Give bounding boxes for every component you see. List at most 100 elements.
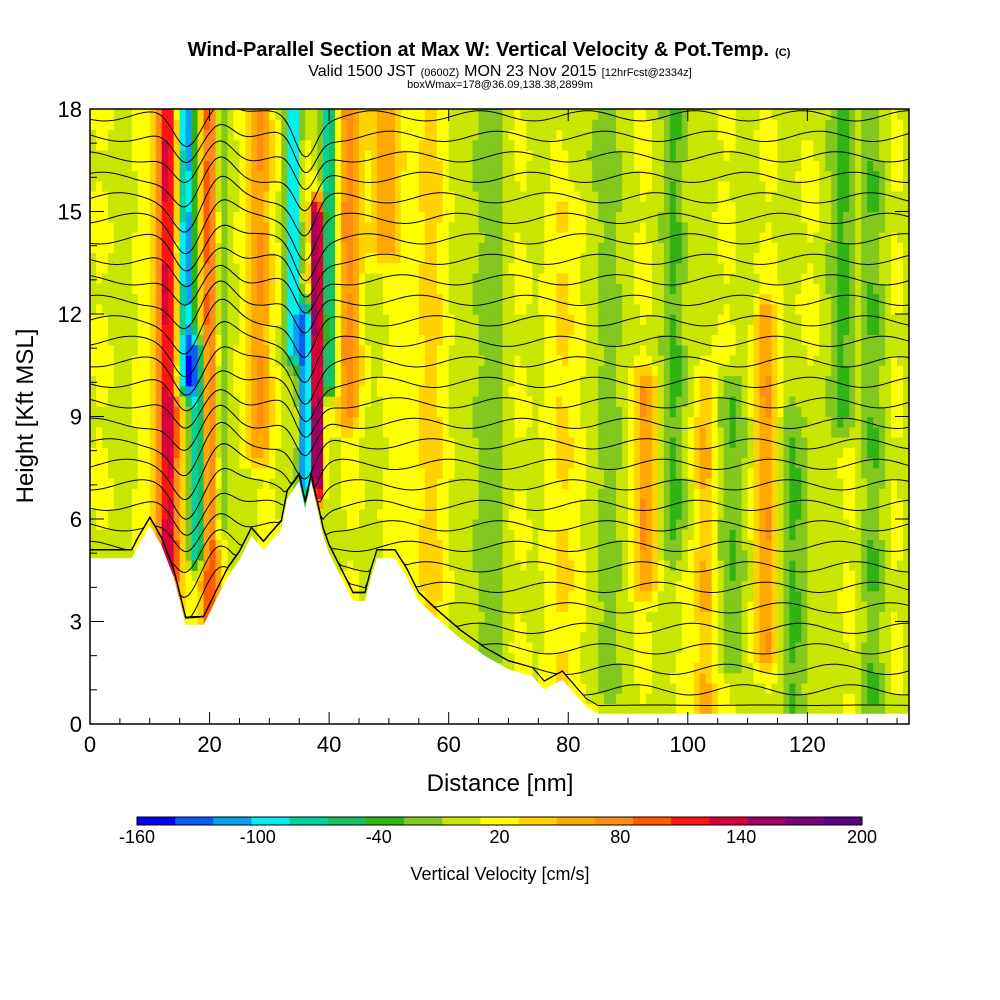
heat-cell [394,426,402,438]
heat-cell [532,508,539,520]
heat-cell [586,621,593,633]
heat-cell [466,478,474,489]
heat-cell [90,139,97,151]
heat-cell [370,262,378,274]
heat-cell [179,170,187,182]
heat-cell [209,201,217,213]
heat-cell [269,170,276,182]
heat-cell [424,601,432,612]
heat-cell [353,467,360,479]
heat-cell [149,478,157,489]
heat-cell [251,232,258,243]
heat-cell [544,242,551,254]
heat-cell [101,273,109,284]
heat-cell [203,437,211,448]
heat-cell [143,211,151,223]
heat-cell [281,191,288,202]
heat-cell [550,160,557,172]
heat-cell [430,303,438,315]
heat-cell [406,252,414,264]
heat-cell [454,570,462,582]
heat-cell [574,437,581,448]
heat-cell [364,447,372,459]
heat-cell [359,396,366,407]
heat-cell [388,488,396,500]
heat-cell [143,365,151,377]
heat-cell [568,129,575,141]
heat-cell [113,221,121,233]
heat-cell [173,180,181,192]
heat-cell [406,273,414,284]
heat-cell [454,252,462,264]
heat-cell [550,119,557,131]
heat-cell [502,139,510,151]
heat-cell [257,252,264,264]
heat-cell [227,139,235,151]
heat-cell [520,621,527,633]
heat-cell [191,478,199,489]
heat-cell [412,324,420,336]
heat-cell [544,232,551,243]
heat-cell [293,150,300,161]
heat-cell [233,150,241,161]
heat-cell [161,150,169,161]
heat-cell [550,324,557,336]
heat-cell [520,416,527,428]
heat-cell [245,324,253,336]
heat-cell [496,150,504,161]
heat-cell [131,365,139,377]
heat-cell [179,211,187,223]
heat-cell [580,642,587,653]
heat-cell [149,303,157,315]
heat-cell [364,211,372,223]
heat-cell [95,221,103,233]
heat-cell [137,314,145,325]
heat-cell [568,262,575,274]
heat-cell [167,273,175,284]
heat-cell [161,519,169,530]
heat-cell [173,467,181,479]
heat-cell [502,406,510,418]
heat-cell [574,580,581,592]
heat-cell [90,539,97,551]
heat-cell [376,344,384,356]
heat-cell [424,232,432,243]
heat-cell [239,211,247,223]
heat-cell [113,273,121,284]
heat-cell [221,498,229,510]
heat-cell [442,324,450,336]
heat-cell [364,406,372,418]
heat-cell [173,426,181,438]
heat-cell [436,180,444,192]
heat-cell [424,590,432,602]
heat-cell [544,365,551,377]
heat-cell [101,467,109,479]
heat-cell [173,447,181,459]
heat-cell [107,498,115,510]
heat-cell [191,262,199,274]
heat-cell [394,232,402,243]
heat-cell [335,129,342,141]
heat-cell [514,385,522,397]
heat-cell [424,160,432,172]
heat-cell [574,498,581,510]
heat-cell [137,447,145,459]
heat-cell [281,252,288,264]
heat-cell [269,488,276,500]
heat-cell [239,385,247,397]
heat-cell [448,324,456,336]
heat-cell [544,488,551,500]
heat-cell [359,365,366,377]
heat-cell [167,242,175,254]
heat-cell [394,488,402,500]
heat-cell [257,426,264,438]
heat-cell [586,683,593,694]
heat-cell [353,201,360,213]
heat-cell [388,314,396,325]
heat-cell [430,416,438,428]
heat-cell [203,529,211,541]
heat-cell [502,437,510,448]
heat-cell [227,160,235,172]
heat-cell [370,426,378,438]
heat-cell [514,478,522,489]
